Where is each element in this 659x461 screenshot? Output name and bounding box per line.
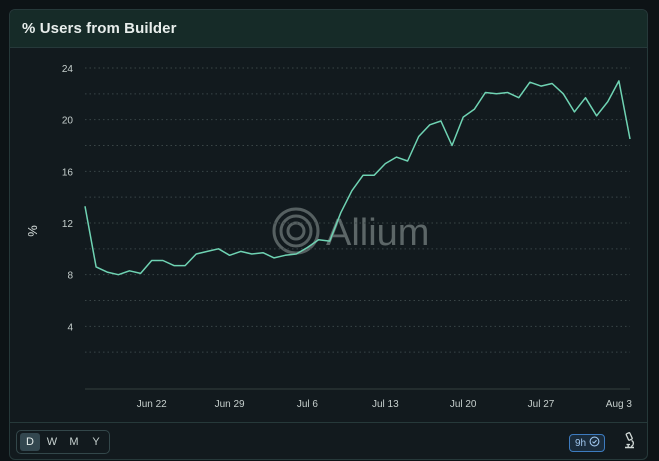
data-point[interactable] bbox=[560, 91, 566, 97]
data-point[interactable] bbox=[405, 158, 411, 164]
data-point[interactable] bbox=[127, 268, 133, 274]
y-axis-label: % bbox=[25, 225, 40, 237]
x-tick-label: Jul 27 bbox=[528, 399, 555, 410]
watermark-text: Allium bbox=[326, 212, 429, 254]
data-point[interactable] bbox=[171, 263, 177, 269]
data-point[interactable] bbox=[538, 83, 544, 89]
data-point[interactable] bbox=[149, 258, 155, 264]
data-point[interactable] bbox=[349, 188, 355, 194]
data-point[interactable] bbox=[505, 90, 511, 96]
data-point[interactable] bbox=[282, 252, 288, 258]
data-point[interactable] bbox=[227, 252, 233, 258]
y-tick-label: 16 bbox=[62, 167, 74, 178]
data-point[interactable] bbox=[293, 251, 299, 257]
refresh-status-button[interactable]: 9h bbox=[569, 434, 606, 452]
x-tick-label: Aug 3 bbox=[606, 399, 633, 410]
range-button-w[interactable]: W bbox=[46, 436, 58, 448]
y-tick-label: 4 bbox=[67, 322, 73, 333]
y-tick-label: 20 bbox=[62, 116, 74, 127]
range-button-y[interactable]: Y bbox=[92, 436, 100, 448]
data-point[interactable] bbox=[216, 246, 222, 252]
data-point[interactable] bbox=[516, 95, 522, 101]
data-point[interactable] bbox=[571, 109, 577, 115]
data-point[interactable] bbox=[583, 95, 589, 101]
data-point[interactable] bbox=[193, 251, 199, 257]
data-point[interactable] bbox=[204, 248, 210, 254]
data-point[interactable] bbox=[605, 99, 611, 105]
data-point[interactable] bbox=[627, 136, 633, 142]
data-point[interactable] bbox=[527, 79, 533, 85]
data-point[interactable] bbox=[238, 248, 244, 254]
data-point[interactable] bbox=[304, 245, 310, 251]
x-tick-label: Jun 29 bbox=[215, 399, 245, 410]
data-point[interactable] bbox=[138, 270, 144, 276]
chart-card: % Users from Builder Allium 4 8 12 16 20 24 Ju… bbox=[9, 9, 648, 460]
data-point[interactable] bbox=[460, 114, 466, 120]
data-point[interactable] bbox=[371, 172, 377, 178]
y-tick-label: 12 bbox=[62, 219, 74, 230]
data-point[interactable] bbox=[438, 118, 444, 124]
line-chart: Allium 4 8 12 16 20 24 Jun 22 Jun 29 Jul 6 Jul 13… bbox=[25, 64, 633, 410]
data-point[interactable] bbox=[338, 210, 344, 216]
data-point[interactable] bbox=[82, 203, 88, 209]
data-point[interactable] bbox=[260, 250, 266, 256]
data-point[interactable] bbox=[471, 106, 477, 112]
data-point[interactable] bbox=[382, 161, 388, 167]
clock-check-icon bbox=[589, 436, 600, 450]
series-line bbox=[84, 80, 631, 276]
x-tick-label: Jun 22 bbox=[137, 399, 167, 410]
range-button-m[interactable]: M bbox=[69, 436, 79, 448]
data-point[interactable] bbox=[416, 134, 422, 140]
x-tick-label: Jul 20 bbox=[450, 399, 477, 410]
range-button-d[interactable]: D bbox=[20, 433, 40, 451]
x-tick-label: Jul 13 bbox=[372, 399, 399, 410]
data-point[interactable] bbox=[327, 238, 333, 244]
microscope-icon bbox=[621, 431, 637, 455]
data-point[interactable] bbox=[316, 237, 322, 243]
data-point[interactable] bbox=[104, 269, 110, 275]
refresh-label: 9h bbox=[575, 437, 587, 449]
chart-area: Allium 4 8 12 16 20 24 Jun 22 Jun 29 Jul 6 Jul 13… bbox=[10, 48, 647, 422]
data-point[interactable] bbox=[427, 122, 433, 128]
x-tick-label: Jul 6 bbox=[297, 399, 319, 410]
data-point[interactable] bbox=[93, 264, 99, 270]
data-point[interactable] bbox=[549, 81, 555, 87]
card-header: % Users from Builder bbox=[10, 10, 647, 48]
data-point[interactable] bbox=[594, 113, 600, 119]
y-tick-label: 24 bbox=[62, 64, 74, 75]
allium-logo-icon bbox=[272, 207, 320, 255]
allium-watermark: Allium bbox=[272, 207, 429, 255]
data-point[interactable] bbox=[482, 90, 488, 96]
data-point[interactable] bbox=[616, 78, 622, 84]
chart-title: % Users from Builder bbox=[22, 20, 177, 37]
data-point[interactable] bbox=[449, 143, 455, 149]
data-point[interactable] bbox=[393, 154, 399, 160]
data-point[interactable] bbox=[271, 255, 277, 261]
data-point[interactable] bbox=[182, 263, 188, 269]
data-point[interactable] bbox=[160, 258, 166, 264]
data-point[interactable] bbox=[494, 91, 500, 97]
explore-button[interactable] bbox=[620, 431, 638, 455]
data-point[interactable] bbox=[115, 272, 121, 278]
y-tick-label: 8 bbox=[67, 271, 73, 282]
data-point[interactable] bbox=[249, 251, 255, 257]
data-point[interactable] bbox=[360, 172, 366, 178]
